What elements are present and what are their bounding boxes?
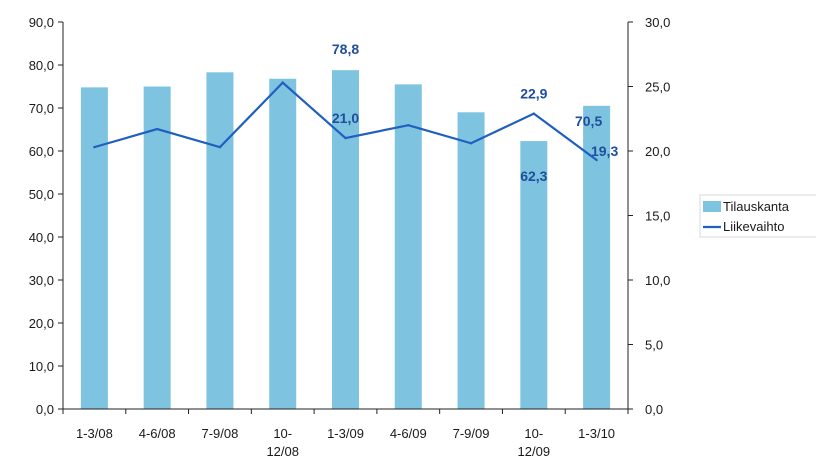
right-tick-label: 0,0	[645, 402, 663, 417]
left-tick-label: 30,0	[29, 273, 54, 288]
line-point-4	[344, 136, 347, 140]
bar-2	[206, 72, 234, 409]
bar-3	[269, 78, 297, 409]
data-label: 78,8	[332, 41, 359, 57]
bar-6	[457, 112, 485, 410]
x-tick-label: 10-12/09	[518, 426, 551, 459]
axes: 0,0 10,0 20,0 30,0 40,0 50,0 60,0 70,0 80,0 90,0 0…	[29, 15, 671, 459]
left-tick-label: 10,0	[29, 359, 54, 374]
left-tick-label: 50,0	[29, 187, 54, 202]
bar-4	[332, 70, 359, 409]
legend-label: Tilauskanta	[723, 199, 790, 214]
line-point-6	[469, 142, 473, 145]
line-point-3	[281, 81, 284, 84]
left-tick-label: 40,0	[29, 230, 54, 245]
x-tick-label: 10-12/08	[266, 426, 299, 459]
x-tick-label: 1-3/10	[578, 426, 615, 441]
x-tick-label: 4-6/09	[390, 426, 427, 441]
right-tick-label: 20,0	[645, 144, 670, 159]
line-series	[93, 81, 598, 162]
data-label: 21,0	[332, 110, 359, 126]
x-tick-label: 1-3/08	[76, 426, 113, 441]
legend-label: Liikevaihto	[723, 219, 784, 234]
line-point-0	[93, 145, 96, 149]
left-tick-label: 80,0	[29, 58, 54, 73]
line-point-1	[155, 127, 159, 131]
right-tick-label: 15,0	[645, 209, 670, 224]
line-point-8	[595, 158, 598, 162]
bar-7	[520, 141, 548, 410]
x-tick-label: 7-9/08	[202, 426, 239, 441]
x-tick-label: 7-9/09	[453, 426, 490, 441]
data-label: 19,3	[591, 143, 618, 159]
data-labels: 78,8 62,3 70,5 21,0 22,9 19,3	[332, 41, 619, 184]
right-tick-label: 25,0	[645, 80, 670, 95]
line-point-2	[218, 145, 222, 149]
data-label: 22,9	[520, 86, 547, 102]
bar-5	[394, 84, 422, 409]
left-tick-label: 0,0	[36, 402, 54, 417]
left-tick-label: 70,0	[29, 101, 54, 116]
left-tick-label: 20,0	[29, 316, 54, 331]
left-tick-label: 90,0	[29, 15, 54, 30]
right-tick-label: 30,0	[645, 15, 670, 30]
bar-8	[583, 105, 611, 409]
bar-0	[80, 87, 108, 410]
data-label: 62,3	[520, 168, 547, 184]
bar-1	[143, 86, 171, 409]
right-tick-label: 5,0	[645, 338, 663, 353]
x-tick-label: 1-3/09	[327, 426, 364, 441]
data-label: 70,5	[575, 113, 602, 129]
x-tick-label: 4-6/08	[139, 426, 176, 441]
line-point-5	[407, 124, 410, 127]
bar-series	[80, 70, 611, 410]
left-tick-label: 60,0	[29, 144, 54, 159]
right-tick-label: 10,0	[645, 273, 670, 288]
legend-swatch-bar	[703, 201, 721, 212]
line-point-7	[532, 112, 536, 115]
legend: Tilauskanta Liikevaihto	[699, 194, 816, 238]
